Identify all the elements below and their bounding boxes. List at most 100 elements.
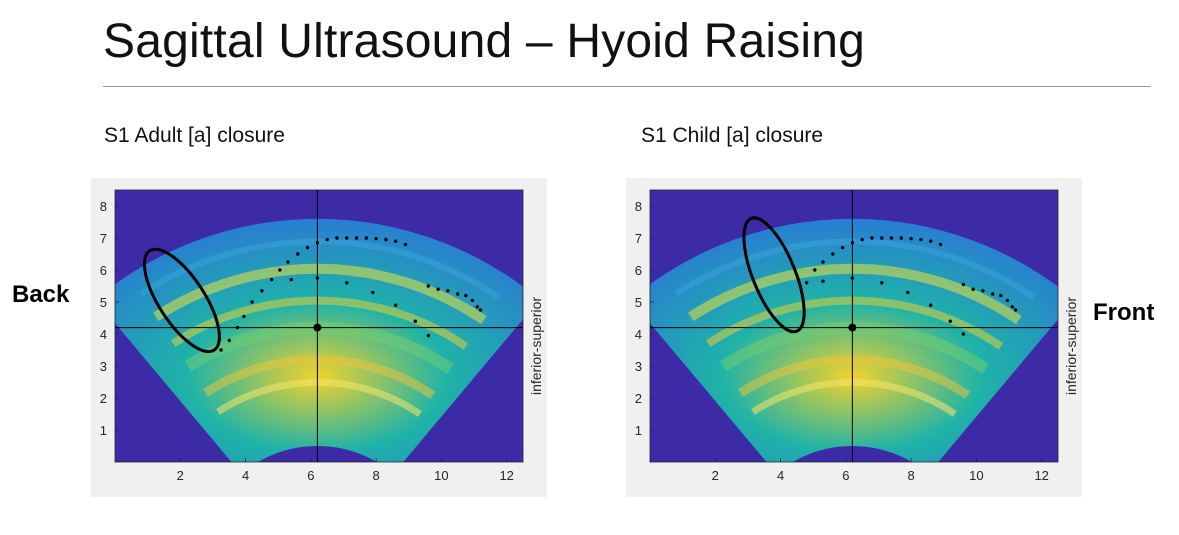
echo-band	[706, 296, 1004, 350]
tongue-contour-point	[426, 333, 431, 338]
y-tick-label: 7	[635, 231, 642, 246]
tongue-contour-point	[850, 276, 855, 280]
tongue-contour-point	[394, 303, 398, 307]
tongue-contour-point	[345, 281, 349, 285]
y-tick-label: 1	[635, 423, 642, 438]
tongue-contour-point	[840, 245, 845, 250]
tongue-contour-point	[446, 289, 450, 293]
ultrasound-plot-child: 2 4 6 8 10 12 1 2 3 4 5 6 7 8 inferior-superior	[626, 178, 1082, 497]
tongue-contour-point	[315, 276, 320, 280]
tongue-contour-point	[371, 290, 375, 295]
y-tick-label: 5	[635, 295, 642, 310]
tongue-contour-point	[991, 292, 995, 296]
highlight-ellipse	[142, 247, 221, 354]
tongue-contour-point	[456, 292, 460, 296]
tongue-contour-point	[345, 236, 349, 240]
echo-band	[153, 263, 487, 325]
tongue-contour-point	[470, 298, 475, 303]
tongue-contour-point	[880, 281, 884, 285]
echo-band	[688, 263, 1022, 325]
axes-frame	[649, 189, 1059, 463]
tongue-contour-point	[831, 252, 835, 256]
x-tick-label: 8	[908, 468, 915, 483]
y-tick-label: 6	[635, 263, 642, 278]
tongue-contour-point	[354, 236, 359, 240]
tongue-contour-point	[971, 287, 975, 291]
tongue-contour-point	[906, 290, 910, 295]
crosshair-center-point	[313, 323, 322, 332]
tongue-contour-point	[305, 245, 310, 250]
tongue-contour-point	[475, 305, 480, 309]
x-tick-label: 12	[1034, 468, 1048, 483]
title-divider	[103, 86, 1151, 87]
tongue-contour-point	[961, 332, 966, 336]
y-tick-label: 4	[635, 327, 642, 342]
x-tick-label: 10	[434, 468, 448, 483]
tongue-contour-point	[948, 319, 952, 323]
tongue-contour-point	[364, 236, 369, 240]
x-tick-label: 12	[499, 468, 513, 483]
tongue-contour-point	[227, 338, 231, 343]
tongue-contour-point	[870, 236, 874, 240]
tongue-contour-point	[961, 282, 966, 287]
y-tick-label: 8	[635, 199, 642, 214]
x-tick-label: 8	[373, 468, 380, 483]
tongue-contour-point	[315, 241, 320, 245]
tongue-contour-point	[821, 260, 825, 264]
side-axis-label: inferior-superior	[1063, 297, 1079, 395]
tongue-contour-point	[909, 236, 913, 241]
y-tick-label: 3	[100, 359, 107, 374]
echo-band	[215, 378, 422, 417]
highlight-ellipse	[742, 216, 806, 334]
echo-band	[171, 296, 469, 350]
tongue-contour-point	[938, 242, 943, 247]
tongue-contour-point	[413, 319, 417, 323]
tongue-contour-point	[1013, 308, 1018, 312]
y-tick-label: 2	[635, 391, 642, 406]
tongue-contour-point	[403, 242, 408, 247]
x-tick-label: 4	[777, 468, 784, 483]
tongue-contour-point	[296, 252, 300, 256]
tongue-contour-point	[250, 300, 254, 304]
x-tick-label: 2	[177, 468, 184, 483]
echo-band	[738, 355, 971, 399]
tongue-contour-point	[860, 237, 864, 242]
ultrasound-plot-adult: 2 4 6 8 10 12 1 2 3 4 5 6 7 8 inferior-superior	[91, 178, 547, 497]
tongue-contour-point	[242, 314, 246, 319]
tongue-contour-point	[1005, 298, 1010, 303]
tongue-contour-point	[374, 236, 378, 241]
y-tick-label: 6	[100, 263, 107, 278]
x-tick-label: 10	[969, 468, 983, 483]
y-tick-label: 7	[100, 231, 107, 246]
tongue-contour-point	[981, 289, 985, 293]
x-tick-label: 2	[712, 468, 719, 483]
tongue-contour-point	[919, 237, 923, 242]
x-tick-label: 6	[307, 468, 314, 483]
tongue-contour-point	[478, 308, 483, 312]
back-label: Back	[12, 281, 70, 308]
ultrasound-fan	[115, 218, 523, 462]
y-tick-label: 4	[100, 327, 107, 342]
x-tick-label: 4	[242, 468, 249, 483]
tongue-contour-point	[821, 279, 825, 283]
tongue-contour-point	[289, 277, 293, 282]
axes-frame	[114, 189, 524, 463]
tongue-contour-point	[1010, 305, 1015, 309]
tongue-contour-point	[889, 236, 894, 240]
panel-left-subtitle: S1 Adult [a] closure	[104, 124, 285, 147]
front-label: Front	[1093, 299, 1155, 326]
tongue-contour-point	[929, 239, 933, 243]
tongue-contour-point	[325, 237, 329, 242]
y-tick-label: 1	[100, 423, 107, 438]
y-tick-label: 2	[100, 391, 107, 406]
tongue-contour-point	[384, 237, 388, 242]
tongue-contour-point	[219, 348, 223, 352]
tongue-contour-point	[269, 277, 274, 282]
tongue-contour-point	[286, 260, 290, 264]
tongue-contour-point	[335, 236, 339, 240]
tongue-contour-point	[260, 289, 264, 293]
tongue-contour-point	[850, 241, 855, 245]
tongue-contour-point	[278, 268, 282, 272]
